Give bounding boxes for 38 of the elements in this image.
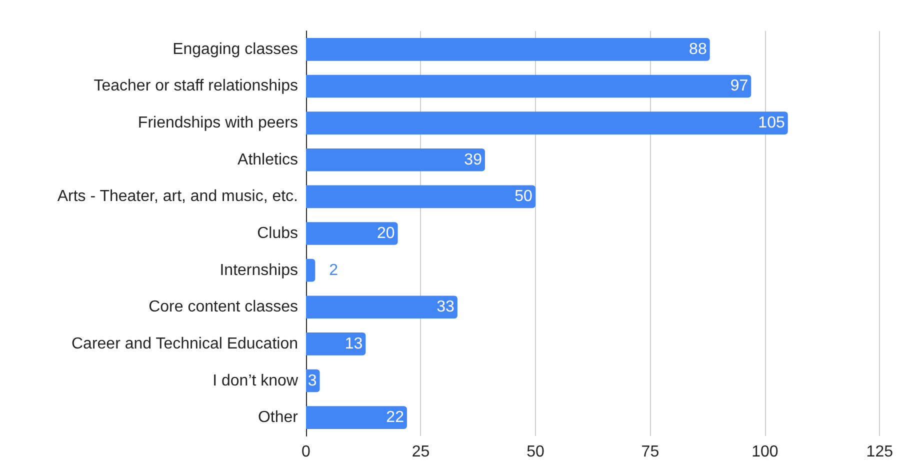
y-tick-label: Athletics [238,151,298,168]
bar [306,38,710,61]
bar [306,148,485,172]
bar [306,185,536,208]
data-label: 22 [386,409,404,426]
bar [306,74,752,98]
x-tick-label: 50 [526,444,544,460]
data-label: 105 [758,114,785,132]
x-tick-label: 125 [866,444,894,460]
x-tick-label: 0 [302,444,311,460]
y-tick-label: Clubs [257,225,298,242]
y-tick-label: Career and Technical Education [71,335,298,352]
y-tick-label: I don’t know [212,372,298,390]
y-tick-label: Friendships with peers [138,114,298,132]
bar [306,406,407,430]
data-label: 50 [514,188,533,206]
y-tick-label: Internships [220,262,298,279]
y-tick-label: Core content classes [148,298,298,316]
bar [306,112,788,134]
data-label: 3 [308,372,317,390]
data-label: 39 [464,151,482,168]
y-tick-label: Arts - Theater, art, and music, etc. [57,188,298,206]
data-label: 13 [344,335,363,352]
bar [306,296,458,319]
x-tick-label: 75 [641,444,660,460]
bar [306,332,366,356]
y-tick-label: Teacher or staff relationships [94,78,298,95]
data-label: 20 [376,225,395,242]
data-label: 88 [689,40,707,58]
x-tick-label: 25 [412,444,430,460]
bar [306,222,398,245]
x-tick-label: 100 [752,444,778,460]
y-tick-label: Engaging classes [172,40,298,58]
data-label: 33 [436,298,455,316]
bar [306,258,316,282]
data-label: 2 [329,262,338,279]
y-tick-label: Other [258,409,299,426]
data-label: 97 [730,78,748,95]
